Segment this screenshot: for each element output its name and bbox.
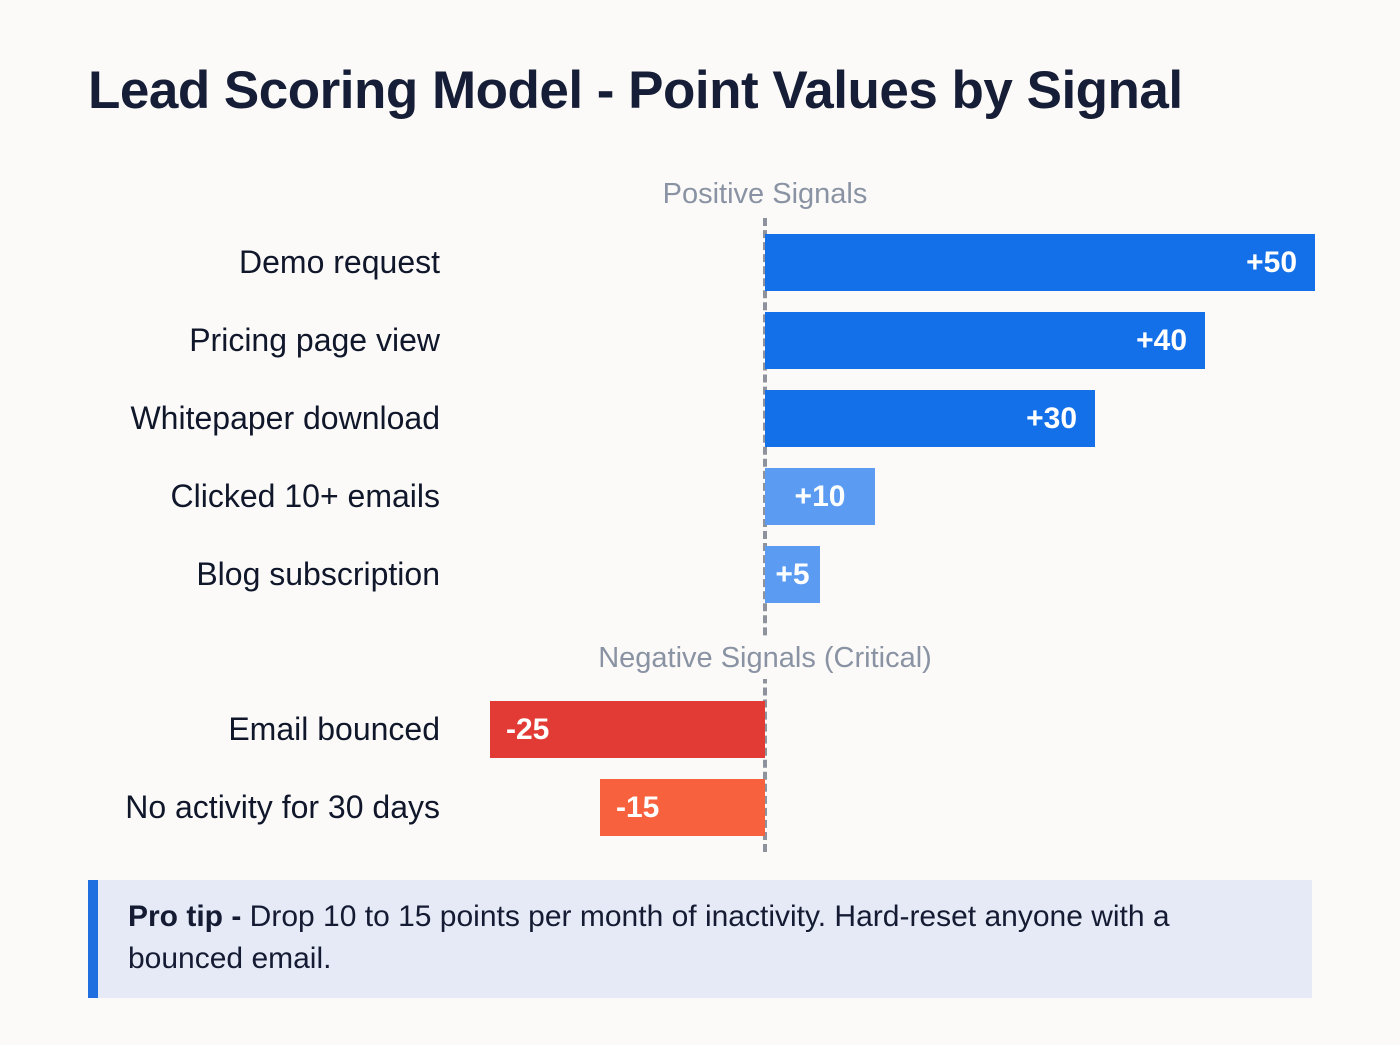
bar-value-label: -15 [616,790,660,824]
bar: +5 [765,546,820,603]
bar-value-label: -25 [506,712,550,746]
category-label: Blog subscription [196,556,440,592]
category-label: Demo request [239,244,440,280]
page-title: Lead Scoring Model - Point Values by Sig… [88,61,1183,120]
zero-baseline-dashed-line [763,206,767,852]
bar: +10 [765,468,875,525]
bar-value-label: +50 [1246,245,1297,279]
bar: +40 [765,312,1205,369]
category-label: No activity for 30 days [125,789,440,825]
lead-scoring-bar-chart: Positive Signals Negative Signals (Criti… [0,170,1400,860]
positive-signals-section-label: Positive Signals [648,174,882,215]
bar: +50 [765,234,1315,291]
pro-tip-label: Pro tip - [128,900,242,933]
bar: -25 [490,701,765,758]
bar-value-label: +30 [1026,401,1077,435]
category-label: Clicked 10+ emails [170,478,440,514]
bar-value-label: +40 [1136,323,1187,357]
bar-value-label: +5 [775,557,810,591]
bar: +30 [765,390,1095,447]
bar-value-label: +10 [794,479,846,513]
bar: -15 [600,779,765,836]
category-label: Whitepaper download [130,400,440,436]
negative-signals-section-label: Negative Signals (Critical) [584,638,946,679]
category-label: Pricing page view [189,322,440,358]
category-label: Email bounced [228,711,440,747]
pro-tip-callout: Pro tip - Drop 10 to 15 points per month… [88,880,1312,998]
pro-tip-text: Drop 10 to 15 points per month of inacti… [128,900,1170,975]
